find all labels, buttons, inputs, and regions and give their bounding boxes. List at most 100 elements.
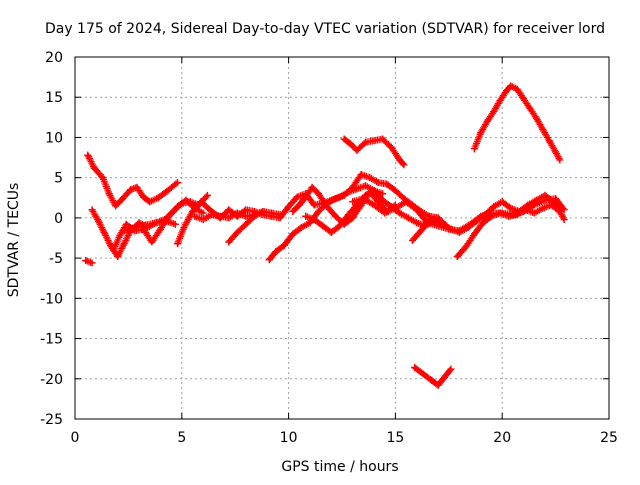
data-point-fill <box>416 220 424 228</box>
data-point <box>552 195 560 203</box>
data-point-fill <box>105 238 113 246</box>
data-point <box>361 138 369 146</box>
data-point <box>349 198 357 206</box>
data-point-fill <box>103 235 111 243</box>
data-point <box>233 228 241 236</box>
data-point <box>327 228 335 236</box>
data-point-fill <box>97 222 105 230</box>
x-tick-label: 0 <box>71 430 80 446</box>
data-point <box>370 201 378 209</box>
data-point <box>353 201 361 209</box>
data-point <box>197 198 205 206</box>
data-point-fill <box>151 195 159 203</box>
data-point-fill <box>124 232 132 240</box>
data-point-fill <box>335 193 343 201</box>
data-point-fill <box>123 233 131 241</box>
data-point <box>560 215 568 223</box>
data-point <box>225 238 233 246</box>
data-point <box>556 207 564 215</box>
x-tick-label: 5 <box>177 430 186 446</box>
data-point <box>323 203 331 211</box>
data-point-fill <box>525 207 533 215</box>
data-point <box>434 214 442 222</box>
data-point-fill <box>505 203 513 211</box>
data-point <box>496 209 504 217</box>
data-point <box>88 259 96 267</box>
data-point-fill <box>361 172 369 180</box>
data-point <box>310 201 318 209</box>
data-point <box>411 364 419 372</box>
data-point-fill <box>118 244 126 252</box>
data-point-fill <box>85 153 93 161</box>
data-point <box>522 206 530 214</box>
data-point-fill <box>356 184 364 192</box>
data-point-fill <box>119 241 127 249</box>
data-point <box>488 212 496 220</box>
y-tick-label: 15 <box>45 90 63 106</box>
data-point <box>520 95 528 103</box>
data-point <box>441 373 449 381</box>
data-point-fill <box>86 156 94 164</box>
data-point-fill <box>202 193 210 201</box>
data-point-fill <box>99 225 107 233</box>
data-point <box>156 225 164 233</box>
data-point <box>505 212 513 220</box>
data-point <box>188 207 196 215</box>
data-point <box>174 178 182 186</box>
series-arc14 <box>408 214 451 244</box>
data-point-fill <box>96 220 104 228</box>
data-point <box>199 209 207 217</box>
data-point <box>265 256 273 264</box>
data-point <box>396 156 404 164</box>
data-point-fill <box>104 236 112 244</box>
data-point <box>297 224 305 232</box>
y-tick-label: 0 <box>54 211 63 227</box>
data-point-fill <box>305 214 313 222</box>
x-tick-label: 10 <box>280 430 298 446</box>
data-point <box>116 232 124 240</box>
data-point <box>233 209 241 217</box>
data-point <box>203 191 211 199</box>
data-point <box>268 209 276 217</box>
data-point <box>146 198 154 206</box>
data-point <box>479 219 487 227</box>
data-point <box>332 212 340 220</box>
data-point <box>242 220 250 228</box>
data-point <box>374 198 382 206</box>
data-point <box>434 222 442 230</box>
data-point <box>556 156 564 164</box>
data-point-fill <box>88 159 96 167</box>
data-point <box>319 222 327 230</box>
data-point <box>99 174 107 182</box>
data-point <box>148 238 156 246</box>
data-point <box>133 183 141 191</box>
data-point <box>359 195 367 203</box>
y-tick-label: -20 <box>40 372 63 388</box>
data-point <box>295 201 303 209</box>
data-point <box>109 246 117 254</box>
data-point <box>344 211 352 219</box>
data-point <box>547 201 555 209</box>
data-point-fill <box>237 210 245 218</box>
data-point <box>349 183 357 191</box>
data-point-fill <box>555 154 563 162</box>
data-point-fill <box>121 238 129 246</box>
data-point-fill <box>399 160 407 168</box>
series-arc3 <box>82 257 96 267</box>
data-point <box>541 196 549 204</box>
data-point-fill <box>85 258 93 266</box>
data-point <box>174 240 182 248</box>
data-point <box>426 215 434 223</box>
data-point <box>154 194 162 202</box>
data-point <box>118 195 126 203</box>
data-point <box>413 219 421 227</box>
data-point <box>112 202 120 210</box>
data-point <box>308 183 316 191</box>
data-point <box>391 187 399 195</box>
data-point <box>507 82 515 90</box>
data-point <box>349 214 357 222</box>
data-point <box>84 151 92 159</box>
data-point <box>289 230 297 238</box>
data-point <box>413 206 421 214</box>
data-point <box>434 381 442 389</box>
